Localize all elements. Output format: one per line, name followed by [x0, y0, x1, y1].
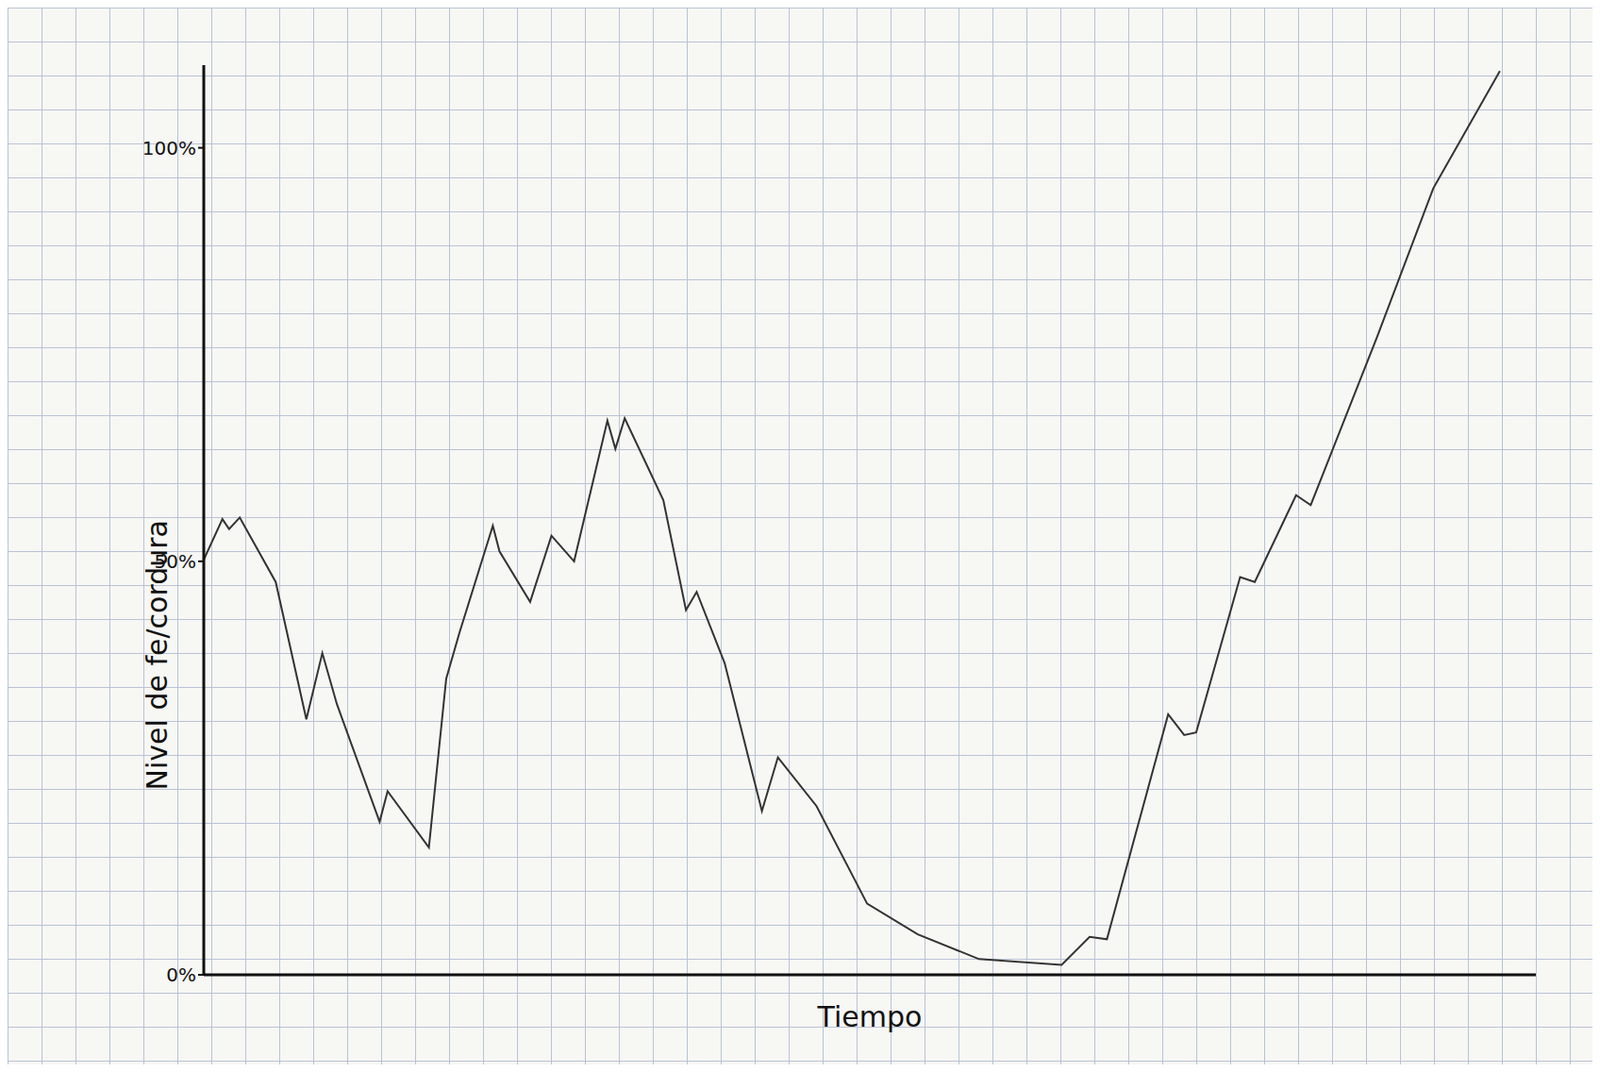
svg-text:Nivel de fe/cordura: Nivel de fe/cordura	[140, 519, 174, 790]
svg-text:50%: 50%	[154, 549, 197, 573]
svg-text:Tiempo: Tiempo	[816, 1000, 923, 1034]
svg-text:100%: 100%	[142, 136, 197, 160]
svg-text:0%: 0%	[166, 963, 197, 986]
